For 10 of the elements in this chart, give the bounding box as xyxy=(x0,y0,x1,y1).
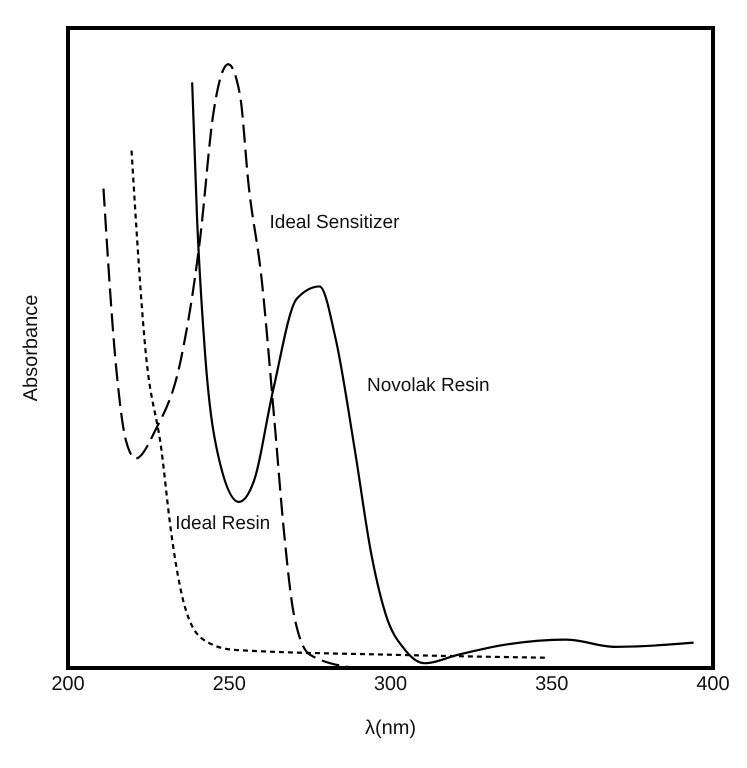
y-axis-title: Absorbance xyxy=(20,294,42,402)
x-tick-label: 200 xyxy=(51,673,85,696)
x-axis-title: λ(nm) xyxy=(364,717,416,739)
series-label: Novolak Resin xyxy=(367,375,490,396)
x-tick-label: 300 xyxy=(374,673,408,696)
x-tick-label: 350 xyxy=(535,673,568,696)
x-tick-label: 400 xyxy=(696,673,730,696)
series-label: Ideal Resin xyxy=(175,512,270,534)
x-tick-label: 250 xyxy=(212,673,246,696)
series-label: Ideal Sensitizer xyxy=(270,212,400,233)
